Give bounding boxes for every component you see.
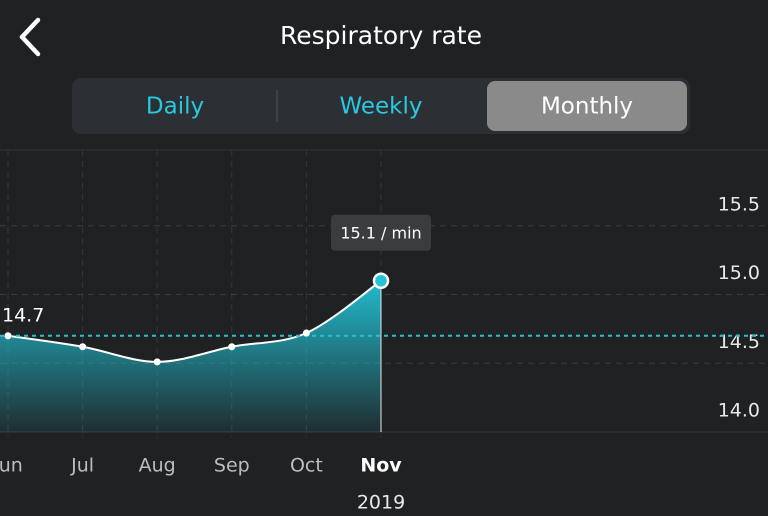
y-tick-label: 15.0 xyxy=(718,262,760,284)
back-button[interactable] xyxy=(19,17,41,57)
tab[interactable]: Daily xyxy=(146,94,204,120)
screen-title: Respiratory rate xyxy=(280,21,482,50)
data-point xyxy=(79,343,87,351)
tabs: Daily Weekly Monthly xyxy=(146,81,687,131)
tab[interactable]: Weekly xyxy=(339,94,422,120)
x-tick-label: Oct xyxy=(290,455,323,477)
x-sublabel: 2019 xyxy=(357,492,405,514)
x-tick-label: Jul xyxy=(70,455,94,477)
data-point xyxy=(153,358,161,366)
line xyxy=(7,279,382,363)
plot: 14.0 14.5 15.0 15.5 14.7 Jun Jul Aug Sep Oct 15.1 … xyxy=(0,150,768,514)
y-tick-label: 14.5 xyxy=(718,331,760,353)
average-label: 14.7 xyxy=(2,304,44,326)
tab-selected-bg xyxy=(487,81,687,131)
x-tick-label: Nov xyxy=(360,455,402,477)
x-tick-label: Sep xyxy=(214,455,250,477)
data-point xyxy=(4,332,12,340)
tab[interactable]: Monthly xyxy=(541,94,633,120)
y-tick-label: 15.5 xyxy=(718,193,760,215)
tooltip-bg xyxy=(331,214,431,251)
x-tick-label: Aug xyxy=(139,455,176,477)
y-tick-label: 14.0 xyxy=(718,400,760,422)
data-point xyxy=(228,343,236,351)
data-point xyxy=(302,329,310,337)
area-fill xyxy=(0,280,381,432)
tooltip-label: 15.1 / min xyxy=(340,223,421,242)
x-tick-label: Jun xyxy=(0,455,23,477)
data-point xyxy=(372,272,390,289)
